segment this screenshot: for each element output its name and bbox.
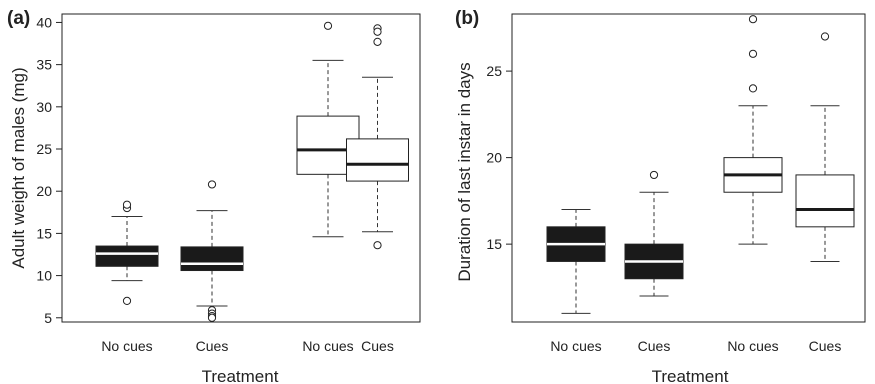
outlier-point [649, 170, 659, 180]
outlier-point [207, 180, 217, 189]
box-3 [723, 15, 783, 245]
panel-letter: (a) [7, 8, 30, 29]
y-tick-label: 15 [486, 236, 502, 252]
y-tick-label: 15 [36, 225, 52, 241]
outlier-point [820, 32, 830, 41]
y-tick-label: 20 [36, 183, 52, 199]
y-tick-label: 40 [36, 14, 52, 30]
x-tick-label: No cues [727, 338, 778, 354]
x-tick-label: No cues [101, 338, 152, 354]
outlier-point [122, 200, 132, 209]
y-axis-title: Adult weight of males (mg) [9, 67, 28, 268]
plot-frame [61, 13, 421, 323]
outlier-point [748, 84, 758, 93]
y-tick-label: 5 [44, 310, 52, 326]
x-tick-label: Cues [361, 338, 394, 354]
panel-a: 5 10 15 20 25 30 35 40 No cues Cues No cues Cues (a)… [7, 8, 421, 384]
y-tick-label: 35 [36, 57, 52, 73]
y-tick-label: 30 [36, 99, 52, 115]
y-axis-title: Duration of last instar in days [455, 62, 474, 281]
outlier-point [207, 313, 217, 322]
panel-letter: (b) [455, 8, 479, 29]
y-tick-label: 20 [486, 150, 502, 166]
box-body [95, 245, 159, 267]
x-tick-label: No cues [550, 338, 601, 354]
y-tick-label: 25 [486, 63, 502, 79]
box-body [346, 138, 409, 182]
box-4 [346, 24, 409, 250]
outlier-point [373, 241, 382, 250]
outlier-point [373, 27, 382, 36]
box-1 [546, 209, 606, 314]
outlier-point [373, 37, 382, 46]
box-2 [624, 170, 684, 297]
y-tick-label: 25 [36, 141, 52, 157]
box-3 [296, 21, 360, 238]
plot-frame [511, 13, 866, 323]
outlier-point [748, 15, 758, 24]
panel-b: 15 20 25 No cues Cues No cues Cues (b) Duration … [455, 8, 866, 384]
y-tick-label: 10 [36, 268, 52, 284]
x-tick-label: No cues [302, 338, 353, 354]
box-body [180, 246, 244, 272]
x-tick-label: Cues [809, 338, 842, 354]
x-tick-label: Cues [196, 338, 229, 354]
box-4 [795, 32, 855, 262]
box-1 [95, 200, 159, 306]
x-axis-title: Treatment [202, 367, 279, 384]
x-tick-label: Cues [638, 338, 671, 354]
box-body [795, 174, 855, 228]
outlier-point [748, 49, 758, 58]
outlier-point [122, 296, 132, 306]
box-2 [180, 180, 244, 322]
x-axis-title: Treatment [652, 367, 729, 384]
outlier-point [323, 21, 333, 30]
